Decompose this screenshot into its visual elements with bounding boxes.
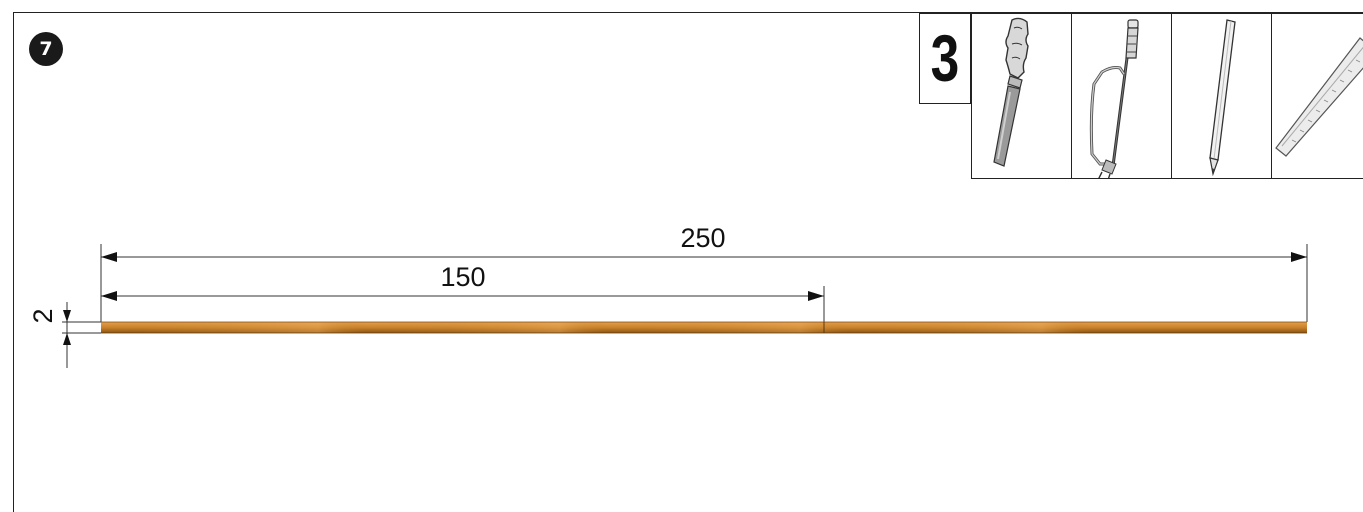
copper-rod [101,321,1307,334]
dimension-150: 150 [101,262,824,301]
tool-cell-pencil [1172,14,1272,178]
step-number-badge: 7 [29,32,63,66]
ruler-icon [1275,37,1363,157]
dimension-thickness-label: 2 [28,308,58,323]
dimension-150-label: 150 [440,262,485,292]
tool-cell-ruler [1272,14,1363,178]
dimension-250: 250 [101,223,1307,262]
dimension-250-label: 250 [680,223,725,253]
dimension-thickness: 2 [28,302,101,368]
quantity-box: 3 [919,13,971,104]
step-number: 7 [39,38,53,60]
technical-drawing: 250 150 2 [28,223,1308,368]
tools-panel [971,13,1363,179]
quantity-value: 3 [930,21,960,95]
page-frame [13,12,1363,512]
hacksaw-icon [1089,19,1139,178]
pencil-icon [1209,19,1236,177]
tool-cell-file [972,14,1072,178]
file-icon [993,17,1029,167]
tool-cell-hacksaw [1072,14,1172,178]
